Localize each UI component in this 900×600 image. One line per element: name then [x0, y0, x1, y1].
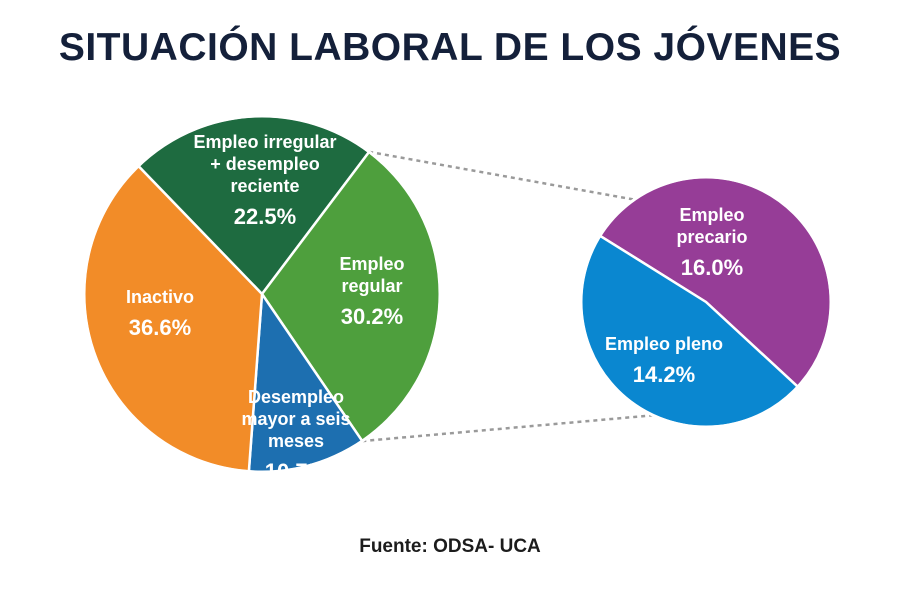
slice-label-line: mayor a seis — [241, 409, 350, 429]
main-pie: Empleo irregular + desempleo reciente 22.5%… — [82, 114, 442, 484]
slice-label-line: meses — [268, 431, 324, 451]
slice-value-label: 14.2% — [633, 362, 695, 387]
slice-label-line: regular — [341, 276, 402, 296]
slice-value-label: 22.5% — [234, 204, 296, 229]
slice-label-empleo-precario: Empleo precario 16.0% — [676, 205, 747, 280]
slice-label-line: Inactivo — [126, 287, 194, 307]
slice-value-label: 16.0% — [681, 255, 743, 280]
slice-value-label: 30.2% — [341, 304, 403, 329]
slice-label-line: + desempleo — [210, 154, 320, 174]
source-note: Fuente: ODSA- UCA — [359, 536, 541, 557]
slice-label-inactivo: Inactivo 36.6% — [126, 287, 194, 340]
slice-label-empleo-pleno: Empleo pleno 14.2% — [605, 334, 723, 387]
breakdown-pie: Empleo precario 16.0% Empleo pleno 14.2% — [579, 175, 833, 429]
slice-label-empleo-regular: Empleo regular 30.2% — [339, 254, 404, 329]
slice-label-line: precario — [676, 227, 747, 247]
slice-label-empleo-irregular-desempleo-reciente: Empleo irregular + desempleo reciente 22.5% — [193, 132, 336, 229]
slice-label-line: Desempleo — [248, 387, 344, 407]
slice-label-line: Empleo — [339, 254, 404, 274]
connector-line-top — [368, 150, 635, 201]
pie-outline — [579, 175, 833, 429]
pie-outline — [82, 114, 442, 474]
slice-value-label: 36.6% — [129, 315, 191, 340]
connector-line-bottom — [362, 414, 654, 443]
slice-label-line: Empleo — [679, 205, 744, 225]
slice-value-label: 10.7% — [265, 459, 327, 484]
slice-label-desempleo-mayor-a-seis-meses: Desempleo mayor a seis meses 10.7% — [241, 387, 350, 484]
connector-lines — [362, 150, 654, 443]
slice-label-line: Empleo pleno — [605, 334, 723, 354]
slice-label-line: reciente — [230, 176, 299, 196]
slice-label-line: Empleo irregular — [193, 132, 336, 152]
chart-title: SITUACIÓN LABORAL DE LOS JÓVENES — [58, 26, 842, 69]
